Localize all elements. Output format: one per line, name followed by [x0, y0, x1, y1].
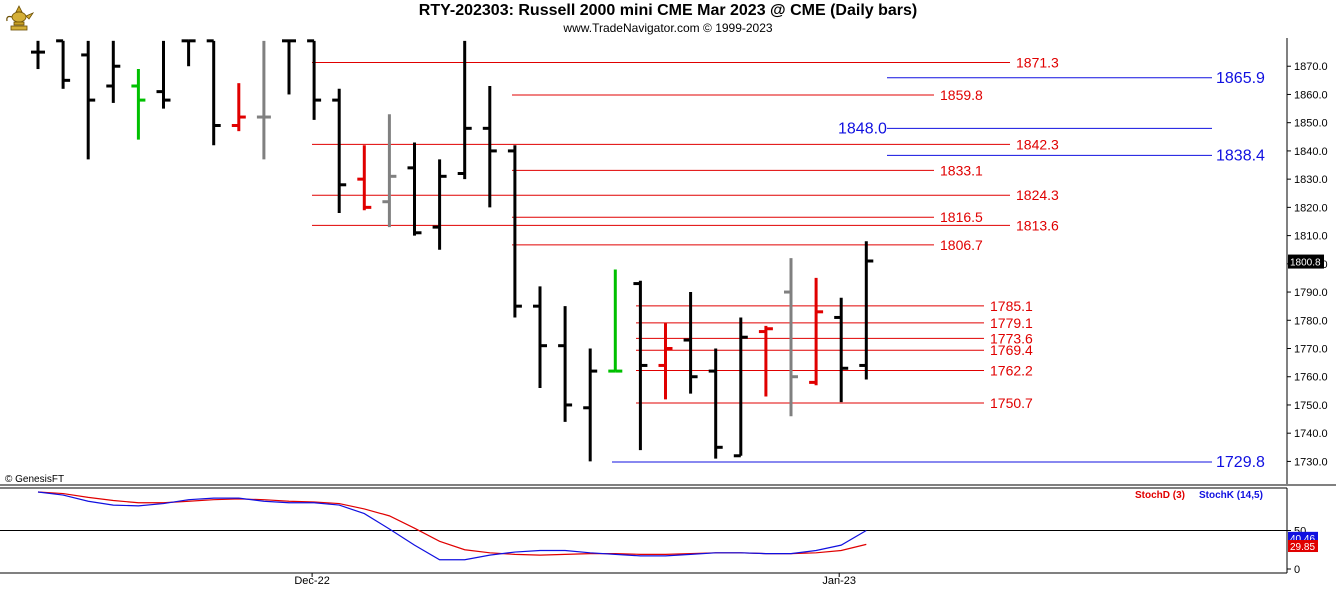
- level-label-9: 1813.6: [1016, 217, 1059, 233]
- price-bar-10: [282, 39, 296, 95]
- price-tick-label-3: 1760.0: [1294, 372, 1328, 384]
- level-label-1: 1865.9: [1216, 70, 1265, 87]
- price-bar-29: [758, 325, 773, 397]
- price-tick-label-5: 1780.0: [1294, 315, 1328, 327]
- level-label-4: 1842.3: [1016, 136, 1059, 152]
- price-bar-12: [332, 88, 347, 214]
- price-bar-9: [256, 40, 271, 160]
- level-label-0: 1871.3: [1016, 55, 1059, 71]
- price-bar-23: [608, 269, 623, 373]
- level-label-5: 1838.4: [1216, 147, 1265, 164]
- price-bar-15: [407, 142, 422, 236]
- price-bar-33: [859, 241, 874, 380]
- last-price-box: [1288, 254, 1324, 269]
- level-label-15: 1762.2: [990, 363, 1033, 379]
- level-label-3: 1848.0: [838, 120, 887, 137]
- price-bar-32: [834, 297, 849, 403]
- level-label-14: 1769.4: [990, 342, 1033, 358]
- price-tick-label-13: 1860.0: [1294, 89, 1328, 101]
- price-bar-1: [56, 39, 71, 89]
- price-tick-label-10: 1830.0: [1294, 174, 1328, 186]
- price-tick-label-11: 1840.0: [1294, 146, 1328, 158]
- price-bar-31: [809, 277, 824, 386]
- level-label-6: 1833.1: [940, 162, 983, 178]
- stoch-line-0: [37, 491, 867, 556]
- price-bar-21: [558, 306, 573, 422]
- price-bar-5: [156, 40, 171, 109]
- price-tick-label-4: 1770.0: [1294, 344, 1328, 356]
- price-bar-30: [784, 258, 798, 417]
- price-tick-label-0: 1730.0: [1294, 456, 1328, 468]
- price-bar-3: [106, 40, 121, 103]
- price-bar-13: [357, 145, 372, 211]
- time-tick-label-0: Dec-22: [294, 575, 329, 587]
- price-tick-label-8: 1810.0: [1294, 231, 1328, 243]
- price-bar-16: [432, 159, 447, 250]
- chart-subtitle: www.TradeNavigator.com © 1999-2023: [563, 21, 773, 35]
- price-bar-0: [31, 40, 45, 70]
- level-label-10: 1806.7: [940, 237, 983, 253]
- level-label-17: 1729.8: [1216, 454, 1265, 471]
- stoch-tick-label-0: 0: [1294, 564, 1300, 576]
- chart-title: RTY-202303: Russell 2000 mini CME Mar 20…: [418, 2, 918, 19]
- price-bar-6: [181, 39, 196, 67]
- price-bar-22: [583, 348, 598, 462]
- level-label-11: 1785.1: [990, 298, 1033, 314]
- price-bar-17: [457, 40, 472, 180]
- time-axis: Dec-22 Jan-23: [294, 573, 856, 587]
- level-label-2: 1859.8: [940, 87, 983, 103]
- price-tick-label-1: 1740.0: [1294, 428, 1328, 440]
- level-label-13: 1773.6: [990, 330, 1033, 346]
- price-bar-19: [507, 145, 522, 318]
- price-bar-11: [307, 39, 322, 120]
- price-tick-label-6: 1790.0: [1294, 287, 1328, 299]
- stoch-line-1: [37, 491, 867, 561]
- last-price-label: 1800.8: [1290, 258, 1321, 269]
- price-bar-7: [206, 39, 221, 146]
- genie-lamp-logo: [6, 5, 34, 31]
- stochd-value-box: [1288, 540, 1318, 553]
- price-bar-25: [658, 323, 673, 400]
- stochk-value-label: 40.46: [1290, 534, 1315, 545]
- price-bar-18: [482, 85, 497, 208]
- price-bar-4: [131, 69, 146, 140]
- level-label-7: 1824.3: [1016, 187, 1059, 203]
- level-label-16: 1750.7: [990, 395, 1033, 411]
- price-bar-14: [382, 114, 397, 228]
- price-bar-27: [708, 348, 723, 459]
- watermark-text: © GenesisFT: [5, 474, 64, 485]
- price-bar-26: [683, 292, 698, 394]
- price-bar-28: [733, 317, 748, 458]
- stochd-value-label: 29.85: [1290, 542, 1315, 553]
- price-bar-8: [231, 83, 246, 132]
- price-bar-2: [81, 40, 96, 160]
- legend-stochk: StochK (14,5): [1199, 490, 1263, 501]
- level-label-12: 1779.1: [990, 315, 1033, 331]
- price-tick-label-9: 1820.0: [1294, 202, 1328, 214]
- price-tick-label-12: 1850.0: [1294, 118, 1328, 130]
- price-tick-label-2: 1750.0: [1294, 400, 1328, 412]
- price-bars: [31, 39, 874, 462]
- price-tick-label-14: 1870.0: [1294, 61, 1328, 73]
- price-axis: 1730.0 1740.0 1750.0 1760.0 1770.0 1780.0 1790…: [1287, 61, 1328, 468]
- legend-stochd: StochD (3): [1135, 490, 1185, 501]
- level-lines: 1871.3 1865.9 1859.8 1848.0 1842.3 1838.4 1833…: [312, 55, 1265, 471]
- price-bar-24: [633, 280, 648, 451]
- level-label-8: 1816.5: [940, 209, 983, 225]
- time-tick-label-1: Jan-23: [822, 575, 856, 587]
- price-bar-20: [533, 286, 547, 389]
